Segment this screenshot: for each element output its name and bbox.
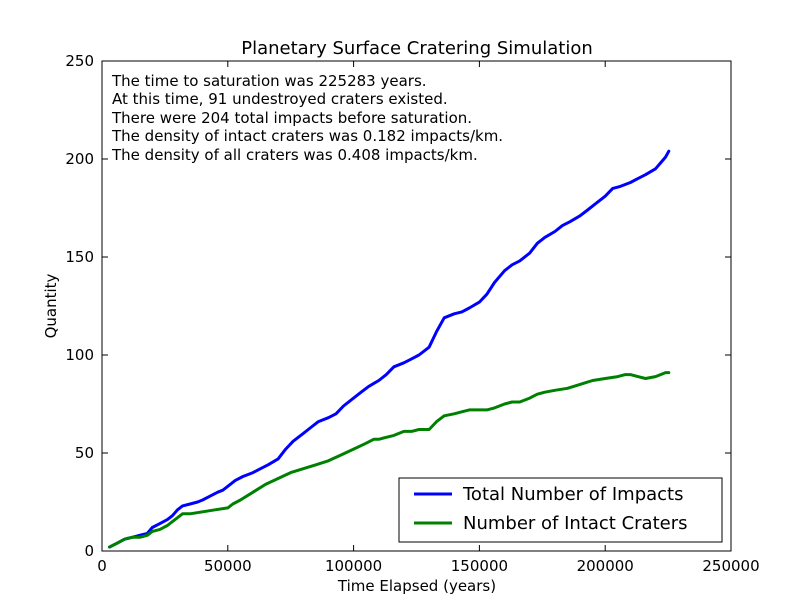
y-tick-label: 200	[65, 150, 94, 168]
annotation-total-impacts: There were 204 total impacts before satu…	[111, 109, 472, 127]
y-tick-label: 100	[65, 346, 94, 364]
legend-frame	[398, 477, 723, 543]
y-tick-label: 50	[75, 444, 94, 462]
x-axis-label: Time Elapsed (years)	[337, 577, 496, 595]
ticks-layer: 0 50000 100000 150000 200000 250000 0 50 100 150 2…	[65, 52, 759, 575]
x-tick-label: 0	[97, 557, 107, 575]
x-tick-label: 150000	[451, 557, 508, 575]
legend-label-total-impacts: Total Number of Impacts	[462, 484, 684, 505]
annotation-saturation-time: The time to saturation was 225283 years.	[111, 72, 427, 90]
annotation-intact-density: The density of intact craters was 0.182 …	[111, 127, 503, 145]
series-line-total-number-of-impacts	[108, 149, 671, 549]
series-line-number-of-intact-craters	[108, 371, 671, 549]
annotation-block: The time to saturation was 225283 years.…	[111, 72, 503, 164]
x-tick-label: 100000	[325, 557, 382, 575]
legend-label-intact-craters: Number of Intact Craters	[463, 513, 688, 534]
plot-area: 0 50000 100000 150000 200000 250000 0 50 100 150 2…	[65, 52, 759, 575]
series-layer	[108, 149, 671, 549]
annotation-all-density: The density of all craters was 0.408 imp…	[111, 146, 478, 164]
y-tick-label: 150	[65, 248, 94, 266]
x-tick-label: 50000	[204, 557, 252, 575]
x-tick-label: 200000	[577, 557, 634, 575]
y-tick-label: 0	[84, 542, 94, 560]
y-tick-label: 250	[65, 52, 94, 70]
x-tick-label: 250000	[702, 557, 759, 575]
plot-background	[102, 61, 731, 551]
legend: Total Number of Impacts Number of Intact…	[398, 477, 723, 543]
y-axis-label: Quantity	[42, 273, 60, 338]
annotation-undestroyed-craters: At this time, 91 undestroyed craters exi…	[112, 90, 448, 108]
plot-frame	[101, 60, 732, 552]
chart-title: Planetary Surface Cratering Simulation	[241, 38, 593, 59]
